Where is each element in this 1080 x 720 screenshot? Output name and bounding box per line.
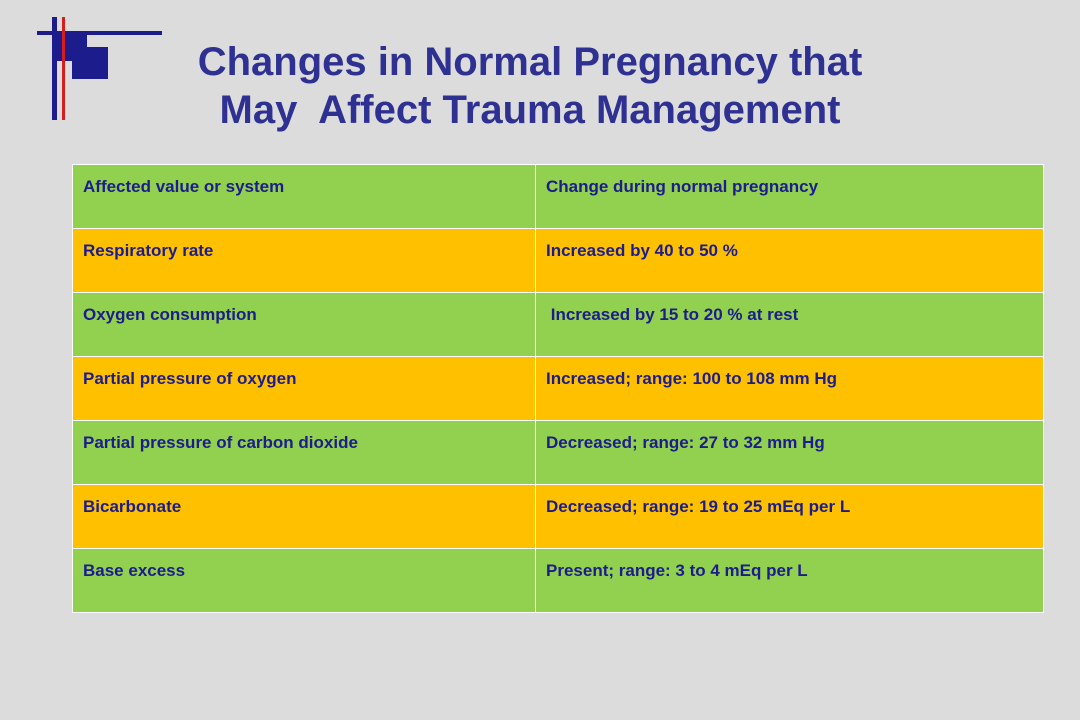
pregnancy-changes-table: Affected value or system Change during n… xyxy=(72,164,1044,613)
slide-title-line-1: Changes in Normal Pregnancy that xyxy=(197,40,863,84)
slide-logo xyxy=(0,0,170,130)
table-header-row: Affected value or system Change during n… xyxy=(72,164,1044,229)
cell-change: Decreased; range: 27 to 32 mm Hg xyxy=(535,420,1044,485)
cell-change: Present; range: 3 to 4 mEq per L xyxy=(535,548,1044,613)
header-affected-system: Affected value or system xyxy=(72,164,536,229)
header-change: Change during normal pregnancy xyxy=(535,164,1044,229)
table-row: Respiratory rate Increased by 40 to 50 % xyxy=(72,228,1044,293)
cell-change: Increased; range: 100 to 108 mm Hg xyxy=(535,356,1044,421)
cell-system: Oxygen consumption xyxy=(72,292,536,357)
logo-red-bar xyxy=(62,17,65,120)
table-row: Bicarbonate Decreased; range: 19 to 25 m… xyxy=(72,484,1044,549)
table-row: Partial pressure of oxygen Increased; ra… xyxy=(72,356,1044,421)
cell-system: Bicarbonate xyxy=(72,484,536,549)
cell-system: Partial pressure of carbon dioxide xyxy=(72,420,536,485)
logo-square-offset xyxy=(72,47,108,79)
cell-change: Decreased; range: 19 to 25 mEq per L xyxy=(535,484,1044,549)
cell-change: Increased by 15 to 20 % at rest xyxy=(535,292,1044,357)
cell-system: Respiratory rate xyxy=(72,228,536,293)
slide-title-line-2: May Affect Trauma Management xyxy=(219,88,841,132)
logo-horizontal-bar xyxy=(37,31,162,35)
logo-blue-bar xyxy=(52,17,57,120)
table-row: Base excess Present; range: 3 to 4 mEq p… xyxy=(72,548,1044,613)
table-row: Oxygen consumption Increased by 15 to 20… xyxy=(72,292,1044,357)
cell-system: Partial pressure of oxygen xyxy=(72,356,536,421)
cell-system: Base excess xyxy=(72,548,536,613)
cell-change: Increased by 40 to 50 % xyxy=(535,228,1044,293)
slide-title: Changes in Normal Pregnancy that May Aff… xyxy=(90,38,970,134)
table-row: Partial pressure of carbon dioxide Decre… xyxy=(72,420,1044,485)
